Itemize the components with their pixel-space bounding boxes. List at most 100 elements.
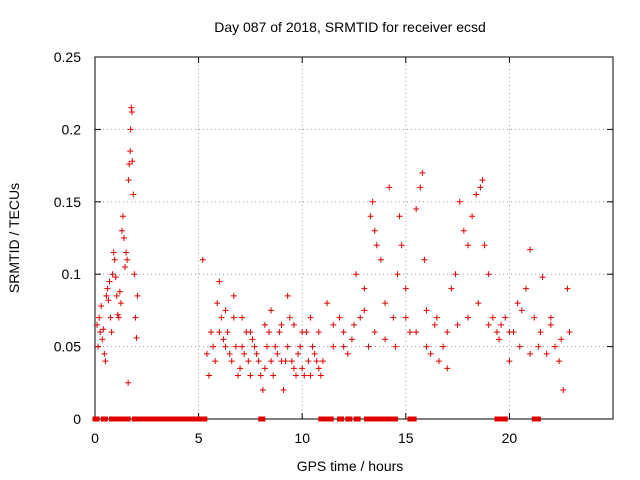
data-point: [506, 329, 513, 336]
data-point: [516, 343, 523, 350]
data-point: [406, 329, 413, 336]
data-point: [506, 358, 513, 365]
zero-marker: [102, 416, 108, 422]
data-point: [95, 343, 102, 350]
data-point: [104, 285, 111, 292]
data-point: [284, 343, 291, 350]
data-point: [485, 271, 492, 278]
data-point: [127, 126, 134, 133]
data-point: [255, 358, 262, 365]
data-point: [340, 343, 347, 350]
data-point: [543, 350, 550, 357]
y-tick-label: 0.2: [62, 121, 82, 137]
zero-marker: [94, 416, 100, 422]
data-point: [239, 314, 246, 321]
zero-marker: [355, 416, 361, 422]
data-point: [417, 184, 424, 191]
data-point: [531, 314, 538, 321]
data-point: [115, 314, 122, 321]
data-point: [382, 300, 389, 307]
data-point: [100, 326, 107, 333]
data-point: [307, 314, 314, 321]
data-point: [123, 249, 130, 256]
data-point: [124, 256, 131, 263]
data-point: [454, 321, 461, 328]
data-point: [118, 227, 125, 234]
data-point: [431, 321, 438, 328]
data-point: [460, 227, 467, 234]
data-point: [353, 271, 360, 278]
data-point: [348, 336, 355, 343]
data-point: [361, 285, 368, 292]
data-point: [101, 350, 108, 357]
data-point: [396, 213, 403, 220]
data-point: [272, 343, 279, 350]
data-point: [433, 314, 440, 321]
data-point: [106, 278, 113, 285]
chart-title: Day 087 of 2018, SRMTID for receiver ecs…: [214, 19, 486, 35]
axis-ticks: 0 5 10 15 20 0 0.05 0.1 0.15 0.2 0.25: [54, 49, 613, 446]
data-point: [377, 256, 384, 263]
data-point: [270, 372, 277, 379]
data-point: [301, 372, 308, 379]
x-tick-label: 15: [398, 430, 414, 446]
data-point: [129, 158, 136, 165]
data-point: [263, 343, 270, 350]
zero-marker: [347, 416, 353, 422]
data-point: [371, 227, 378, 234]
zero-marker: [411, 416, 417, 422]
data-point: [357, 314, 364, 321]
data-point: [276, 329, 283, 336]
zero-marker: [392, 416, 398, 422]
data-point: [413, 329, 420, 336]
data-point: [305, 358, 312, 365]
data-point: [230, 292, 237, 299]
data-point: [108, 329, 115, 336]
x-tick-label: 5: [195, 430, 203, 446]
data-point: [222, 343, 229, 350]
data-point: [502, 314, 509, 321]
data-point: [130, 191, 137, 198]
zero-marker: [339, 416, 345, 422]
data-point: [452, 271, 459, 278]
data-point: [97, 329, 104, 336]
data-point: [413, 206, 420, 213]
data-point: [297, 343, 304, 350]
data-point: [125, 177, 132, 184]
data-point: [237, 365, 244, 372]
data-point: [351, 321, 357, 328]
data-point: [299, 365, 306, 372]
data-point: [290, 365, 297, 372]
data-point: [127, 148, 134, 155]
data-point: [475, 300, 482, 307]
data-point: [373, 242, 380, 249]
data-point: [313, 358, 320, 365]
data-point: [560, 387, 567, 394]
data-point: [394, 271, 401, 278]
data-point: [109, 271, 116, 278]
x-tick-label: 0: [91, 430, 99, 446]
data-point: [290, 321, 297, 328]
data-point: [241, 350, 248, 357]
data-point: [421, 256, 428, 263]
data-point: [518, 307, 525, 314]
data-point: [537, 329, 544, 336]
data-point: [295, 350, 302, 357]
x-tick-label: 10: [294, 430, 310, 446]
data-point: [205, 372, 212, 379]
data-point: [299, 329, 306, 336]
data-point: [133, 334, 140, 341]
data-point: [309, 343, 316, 350]
data-point: [126, 161, 133, 168]
data-point: [132, 314, 139, 321]
data-point: [479, 177, 486, 184]
data-point: [220, 336, 227, 343]
data-point: [282, 358, 289, 365]
data-point: [336, 314, 343, 321]
data-point: [257, 372, 264, 379]
y-tick-label: 0.25: [54, 49, 81, 65]
data-point: [361, 307, 368, 314]
data-point: [448, 285, 455, 292]
data-point: [131, 271, 138, 278]
